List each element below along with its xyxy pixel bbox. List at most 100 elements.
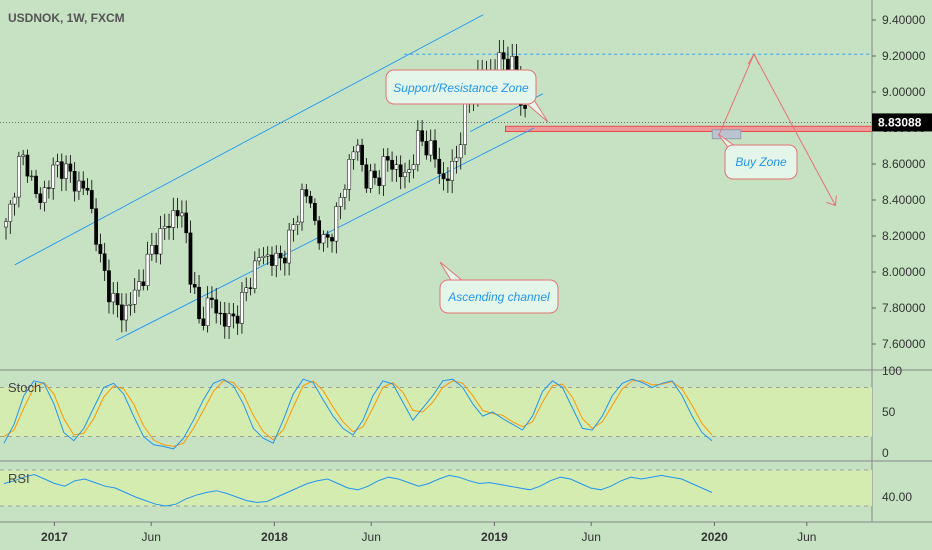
candle[interactable] (132, 289, 137, 305)
candle[interactable] (12, 196, 17, 205)
candle[interactable] (373, 170, 377, 179)
support-resistance-zone[interactable] (504, 125, 873, 132)
candle[interactable] (394, 164, 399, 170)
candle[interactable] (240, 292, 244, 324)
candle[interactable] (137, 281, 141, 291)
candle[interactable] (523, 105, 527, 109)
candle[interactable] (85, 187, 90, 191)
candle[interactable] (338, 197, 343, 207)
candle[interactable] (381, 156, 386, 186)
candle[interactable] (55, 161, 60, 166)
candle[interactable] (252, 260, 257, 289)
candle[interactable] (403, 171, 407, 178)
candle[interactable] (167, 226, 171, 228)
candle[interactable] (21, 154, 26, 157)
candle[interactable] (94, 208, 98, 245)
candle[interactable] (278, 252, 283, 259)
candle[interactable] (450, 161, 455, 181)
candle[interactable] (313, 202, 317, 221)
candle[interactable] (175, 210, 180, 217)
candle[interactable] (154, 245, 159, 255)
candle[interactable] (158, 228, 163, 255)
candle[interactable] (351, 151, 356, 160)
candle[interactable] (325, 234, 330, 238)
channel-upper-line[interactable] (14, 14, 484, 266)
candle[interactable] (343, 189, 347, 198)
candle[interactable] (458, 144, 463, 159)
candle[interactable] (377, 177, 382, 186)
candle[interactable] (17, 156, 21, 198)
candle[interactable] (72, 170, 77, 192)
candle[interactable] (304, 189, 309, 197)
candle[interactable] (437, 158, 442, 174)
candle[interactable] (497, 52, 502, 73)
stoch-pane[interactable] (0, 378, 872, 450)
candle[interactable] (287, 229, 291, 264)
candle[interactable] (360, 144, 364, 165)
channel-lower-line[interactable] (115, 127, 535, 341)
candle[interactable] (390, 159, 394, 170)
support-resistance-callout[interactable]: Support/Resistance Zone (385, 69, 549, 123)
candle[interactable] (51, 164, 56, 189)
candle[interactable] (29, 175, 34, 178)
candle[interactable] (433, 140, 437, 160)
stoch-k-line[interactable] (3, 378, 713, 450)
candle[interactable] (192, 284, 197, 288)
candle[interactable] (68, 163, 73, 172)
buy-zone-callout[interactable]: Buy Zone (717, 133, 798, 180)
candle[interactable] (25, 154, 30, 177)
candle[interactable] (111, 293, 116, 303)
candle[interactable] (428, 140, 433, 156)
candle[interactable] (446, 178, 450, 181)
candle[interactable] (231, 313, 236, 317)
candle[interactable] (415, 130, 420, 165)
candle[interactable] (248, 287, 253, 289)
candle[interactable] (244, 287, 249, 293)
candle[interactable] (197, 286, 201, 320)
candle[interactable] (102, 253, 107, 271)
candle[interactable] (119, 304, 124, 321)
candle[interactable] (283, 257, 287, 264)
candle[interactable] (77, 180, 81, 192)
candle[interactable] (257, 257, 261, 262)
candle[interactable] (218, 312, 223, 315)
candle[interactable] (420, 130, 424, 142)
candle[interactable] (145, 253, 150, 286)
candle[interactable] (261, 255, 266, 258)
candle[interactable] (424, 141, 429, 156)
ascending-channel-callout[interactable]: Ascending channel (439, 261, 559, 314)
time-axis[interactable]: 2017 Jun 2018 Jun 2019 Jun 2020 Jun (41, 522, 816, 544)
candle[interactable] (265, 254, 270, 257)
candle[interactable] (411, 164, 416, 170)
candle[interactable] (321, 234, 326, 244)
candle[interactable] (38, 193, 43, 203)
candle[interactable] (115, 293, 120, 306)
candle[interactable] (385, 156, 390, 161)
buy-zone-box[interactable] (711, 129, 742, 140)
candle[interactable] (347, 159, 352, 190)
candle[interactable] (274, 252, 279, 266)
candle[interactable] (295, 221, 300, 225)
candle[interactable] (270, 254, 274, 266)
candle[interactable] (162, 226, 167, 229)
candle[interactable] (64, 163, 68, 179)
candle[interactable] (300, 189, 304, 223)
candle[interactable] (171, 210, 176, 228)
candle[interactable] (124, 305, 128, 321)
candle[interactable] (355, 144, 360, 153)
candle[interactable] (291, 224, 296, 231)
candle[interactable] (184, 212, 189, 234)
candle[interactable] (34, 175, 38, 194)
candle[interactable] (128, 303, 133, 306)
candle[interactable] (441, 173, 446, 180)
candle[interactable] (205, 297, 210, 326)
candle[interactable] (334, 206, 339, 242)
candle[interactable] (47, 187, 51, 189)
candle[interactable] (188, 232, 193, 285)
candle[interactable] (210, 297, 214, 300)
candle[interactable] (501, 52, 506, 60)
candle[interactable] (4, 221, 8, 228)
candle[interactable] (8, 203, 13, 222)
candle[interactable] (317, 220, 322, 244)
